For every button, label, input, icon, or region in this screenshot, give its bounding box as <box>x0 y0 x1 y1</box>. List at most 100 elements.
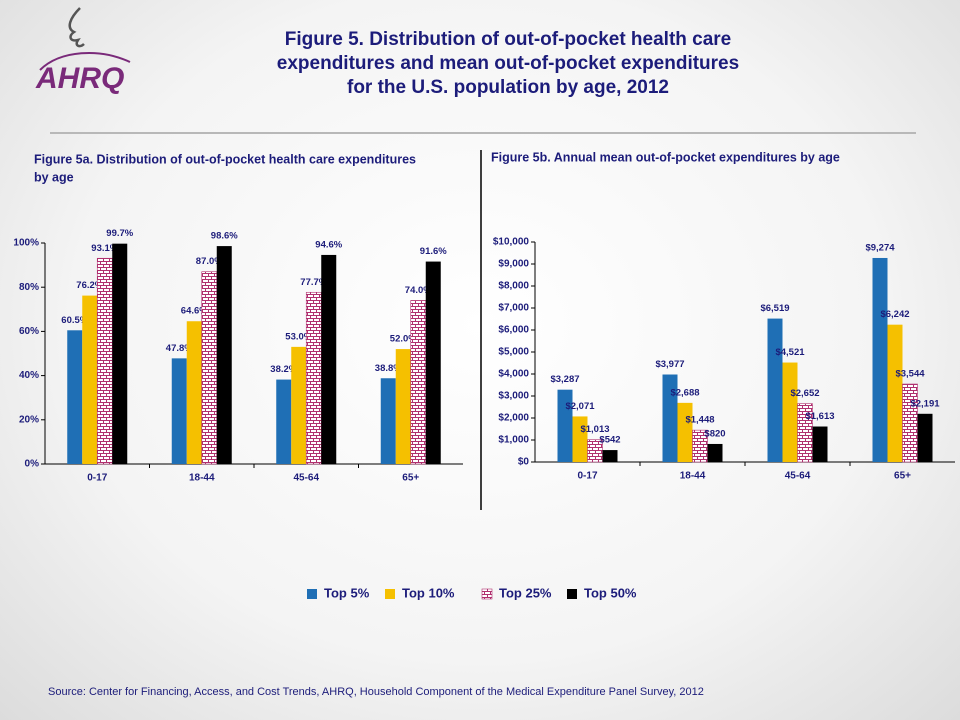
legend-swatch <box>481 588 493 600</box>
y-tick-label: $9,000 <box>498 259 529 270</box>
bar <box>425 261 441 464</box>
bar <box>82 295 98 464</box>
x-tick-label: 45-64 <box>293 473 319 484</box>
bar <box>186 321 202 464</box>
bar <box>707 443 723 462</box>
bar <box>557 389 573 462</box>
legend-label: Top 25% <box>499 585 552 600</box>
value-label: 91.6% <box>420 246 447 257</box>
y-tick-label: $7,000 <box>498 303 529 314</box>
bar <box>112 243 128 464</box>
value-label: $3,544 <box>895 369 925 380</box>
chart-title: Figure 5b. Annual mean out-of-pocket exp… <box>491 150 840 164</box>
y-tick-label: $4,000 <box>498 369 529 380</box>
bar <box>305 291 322 465</box>
bar <box>96 257 113 465</box>
title-line: Figure 5. Distribution of out-of-pocket … <box>285 29 732 50</box>
value-label: 60.5% <box>61 315 88 326</box>
value-label: $2,071 <box>565 401 595 412</box>
value-label: 94.6% <box>315 239 342 250</box>
y-tick-label: $5,000 <box>498 347 529 358</box>
logo-text: AHRQ <box>35 62 124 95</box>
y-tick-label: $6,000 <box>498 325 529 336</box>
bar <box>291 346 307 464</box>
bar <box>216 246 232 464</box>
value-label: 76.2% <box>76 280 103 291</box>
title-line: expenditures and mean out-of-pocket expe… <box>277 53 739 74</box>
source: Source: Center for Financing, Access, an… <box>48 686 704 698</box>
x-tick-label: 0-17 <box>87 473 107 484</box>
value-label: 53.0% <box>285 331 312 342</box>
value-label: 64.6% <box>181 306 208 317</box>
bar <box>171 358 187 464</box>
y-tick-label: 80% <box>19 282 39 293</box>
bar <box>782 362 798 462</box>
value-label: $1,448 <box>685 415 714 426</box>
y-tick-label: 60% <box>19 326 39 337</box>
value-label: $2,191 <box>910 398 940 409</box>
bar <box>201 271 218 465</box>
value-label: $2,688 <box>670 387 699 398</box>
bar <box>767 318 783 462</box>
bar <box>380 378 396 464</box>
bar <box>602 450 618 462</box>
legend-swatch <box>567 589 577 599</box>
chart-title: Figure 5a. Distribution of out-of-pocket… <box>34 152 416 166</box>
legend-swatch <box>385 589 395 599</box>
y-tick-label: 40% <box>19 370 39 381</box>
value-label: 47.8% <box>166 343 193 354</box>
value-label: 38.2% <box>270 364 297 375</box>
value-label: $6,519 <box>760 303 789 314</box>
value-label: 98.6% <box>211 231 238 242</box>
bar <box>395 349 411 464</box>
chart-title: by age <box>34 170 74 184</box>
legend-label: Top 10% <box>402 585 455 600</box>
bar <box>887 324 903 462</box>
x-tick-label: 65+ <box>894 471 911 482</box>
bar <box>917 413 933 462</box>
y-tick-label: $0 <box>518 457 530 468</box>
value-label: $542 <box>599 435 620 446</box>
y-tick-label: $2,000 <box>498 413 529 424</box>
value-label: 38.8% <box>375 363 402 374</box>
value-label: $9,274 <box>865 242 895 253</box>
y-tick-label: $1,000 <box>498 435 529 446</box>
value-label: $3,977 <box>655 359 684 370</box>
value-label: 77.7% <box>300 277 327 288</box>
x-tick-label: 45-64 <box>785 471 811 482</box>
legend-swatch <box>307 589 317 599</box>
bar <box>276 379 292 464</box>
bar <box>410 300 427 465</box>
legend-label: Top 5% <box>324 585 370 600</box>
y-tick-label: $8,000 <box>498 281 529 292</box>
logo: AHRQ <box>35 7 131 95</box>
bar <box>321 254 337 464</box>
bar <box>677 402 693 462</box>
value-label: $6,242 <box>880 309 909 320</box>
value-label: 99.7% <box>106 228 133 239</box>
legend-label: Top 50% <box>584 585 637 600</box>
y-tick-label: 0% <box>25 459 40 470</box>
bar <box>902 383 918 463</box>
y-tick-label: 100% <box>13 238 39 249</box>
value-label: $3,287 <box>550 374 579 385</box>
value-label: $820 <box>704 428 725 439</box>
value-label: 74.0% <box>405 285 432 296</box>
y-tick-label: $10,000 <box>493 237 530 248</box>
title-line: for the U.S. population by age, 2012 <box>347 77 669 98</box>
x-tick-label: 65+ <box>402 473 419 484</box>
bar <box>872 257 888 462</box>
value-label: 52.0% <box>390 334 417 345</box>
x-tick-label: 18-44 <box>680 471 706 482</box>
x-tick-label: 0-17 <box>577 471 597 482</box>
bar <box>572 416 588 462</box>
y-tick-label: 20% <box>19 414 39 425</box>
bar <box>662 374 678 462</box>
bar <box>812 426 828 462</box>
y-tick-label: $3,000 <box>498 391 529 402</box>
value-label: $2,652 <box>790 388 819 399</box>
value-label: $4,521 <box>775 347 805 358</box>
value-label: $1,013 <box>580 424 609 435</box>
